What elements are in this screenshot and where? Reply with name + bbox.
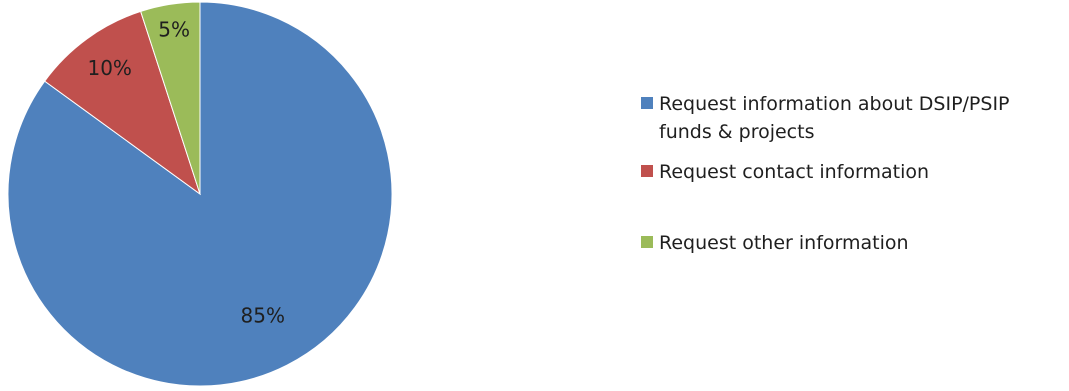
pie-label-dsip-psip: 85%	[241, 304, 285, 328]
pie-slice-other	[140, 1, 201, 195]
legend-swatch-contact	[641, 165, 653, 177]
legend-item-other: Request other information	[641, 229, 1061, 257]
pie-label-contact: 10%	[87, 56, 131, 80]
legend-label-other: Request other information	[659, 232, 909, 254]
legend-label-dsip-psip: Request information about DSIP/PSIP fund…	[659, 93, 1010, 143]
legend-swatch-other	[641, 236, 653, 248]
pie-plot: 85% 10% 5%	[7, 1, 393, 387]
legend-item-contact: Request contact information	[641, 158, 1061, 186]
legend-swatch-dsip-psip	[641, 97, 653, 109]
pie-label-other: 5%	[158, 17, 190, 41]
legend-item-dsip-psip: Request information about DSIP/PSIP fund…	[641, 90, 1061, 146]
pie-slice-contact	[43, 10, 201, 196]
legend-label-contact: Request contact information	[659, 161, 930, 183]
